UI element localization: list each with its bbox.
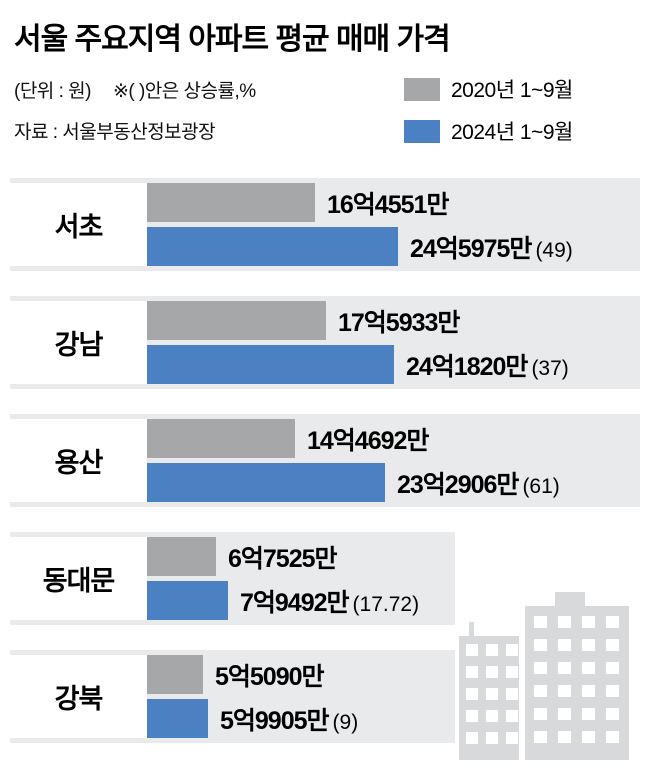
- bar-2024: [147, 463, 385, 502]
- bar-2024-value: 7억9492만 (17.72): [240, 583, 419, 619]
- bar-2024: [147, 699, 208, 738]
- legend: 2020년 1~9월 2024년 1~9월: [404, 74, 636, 158]
- growth-rate: (17.72): [352, 592, 420, 616]
- growth-rate: (49): [535, 238, 573, 262]
- bar-2020: [147, 537, 216, 576]
- bar-2024: [147, 345, 394, 384]
- chart-row-dongdaemun: 동대문 6억7525만 7억9492만 (17.72): [10, 532, 455, 625]
- bar-2020: [147, 301, 326, 340]
- bar-line-2020: 6억7525만: [147, 537, 455, 576]
- header-meta: (단위 : 원) ※( )안은 상승률,% 자료 : 서울부동산정보광장 2020…: [14, 76, 636, 148]
- legend-label-2024: 2024년 1~9월: [451, 121, 573, 144]
- bar-2020-value: 14억4692만: [307, 426, 429, 455]
- legend-swatch-2020: [404, 77, 440, 101]
- chart-row-gangnam: 강남 17억5933만 24억1820만 (37): [10, 296, 640, 389]
- bar-2024: [147, 581, 228, 620]
- bar-chart: 서초 16억4551만 24억5975만 (49) 강남 17억5933만: [10, 178, 640, 743]
- bar-line-2020: 16억4551만: [147, 183, 640, 222]
- buildings-icon: [459, 592, 629, 760]
- bar-2024-amount: 24억1820만: [406, 352, 528, 381]
- bar-group: 6억7525만 7억9492만 (17.72): [147, 532, 455, 625]
- bar-2024-amount: 24억5975만: [410, 234, 532, 263]
- bar-group: 14억4692만 23억2906만 (61): [147, 414, 640, 507]
- district-label: 용산: [10, 419, 147, 502]
- chart-row-yongsan: 용산 14억4692만 23억2906만 (61): [10, 414, 640, 507]
- legend-swatch-2024: [404, 119, 440, 143]
- chart-row-gangbuk: 강북 5억5090만 5억9905만 (9): [10, 650, 455, 743]
- legend-item-2020: 2020년 1~9월: [404, 74, 636, 104]
- bar-2024-value: 24억5975만 (49): [410, 229, 573, 265]
- meta-line: (단위 : 원) ※( )안은 상승률,%: [14, 76, 636, 103]
- bar-2024-amount: 23억2906만: [397, 470, 519, 499]
- unit-note: (단위 : 원): [14, 81, 91, 102]
- bar-2020: [147, 183, 315, 222]
- growth-rate: (61): [522, 474, 560, 498]
- growth-rate: (9): [332, 710, 359, 734]
- bar-2020-value: 16억4551만: [327, 190, 449, 219]
- bar-line-2024: 24억5975만 (49): [147, 227, 640, 266]
- bar-group: 16억4551만 24억5975만 (49): [147, 178, 640, 271]
- source-note: 자료 : 서울부동산정보광장: [14, 122, 216, 143]
- bar-2020-value: 17억5933만: [338, 308, 460, 337]
- legend-item-2024: 2024년 1~9월: [404, 116, 636, 146]
- bar-2020: [147, 655, 203, 694]
- bar-group: 17억5933만 24억1820만 (37): [147, 296, 640, 389]
- bar-2024-amount: 7억9492만: [240, 588, 350, 617]
- district-label: 서초: [10, 183, 147, 266]
- bar-line-2024: 24억1820만 (37): [147, 345, 640, 384]
- bar-line-2024: 7억9492만 (17.72): [147, 581, 455, 620]
- bar-2020-value: 5억5090만: [215, 662, 325, 691]
- bar-2020: [147, 419, 295, 458]
- bar-2024-value: 5억9905만 (9): [220, 701, 358, 737]
- bar-2024: [147, 227, 398, 266]
- bar-line-2020: 17억5933만: [147, 301, 640, 340]
- bar-2024-value: 23억2906만 (61): [397, 465, 560, 501]
- page-title: 서울 주요지역 아파트 평균 매매 가격: [14, 23, 451, 56]
- chart-row-seocho: 서초 16억4551만 24억5975만 (49): [10, 178, 640, 271]
- bar-line-2020: 5억5090만: [147, 655, 455, 694]
- bar-2024-amount: 5억9905만: [220, 706, 330, 735]
- bar-line-2024: 5억9905만 (9): [147, 699, 455, 738]
- legend-label-2020: 2020년 1~9월: [451, 79, 573, 102]
- bar-line-2024: 23억2906만 (61): [147, 463, 640, 502]
- growth-rate: (37): [531, 356, 569, 380]
- district-label: 강북: [10, 655, 147, 738]
- district-label: 동대문: [10, 537, 147, 620]
- building-windows: [466, 616, 619, 744]
- bar-2024-value: 24억1820만 (37): [406, 347, 569, 383]
- district-label: 강남: [10, 301, 147, 384]
- bar-group: 5억5090만 5억9905만 (9): [147, 650, 455, 743]
- paren-note: ※( )안은 상승률,%: [112, 81, 256, 102]
- bar-2020-value: 6억7525만: [228, 544, 338, 573]
- bar-line-2020: 14억4692만: [147, 419, 640, 458]
